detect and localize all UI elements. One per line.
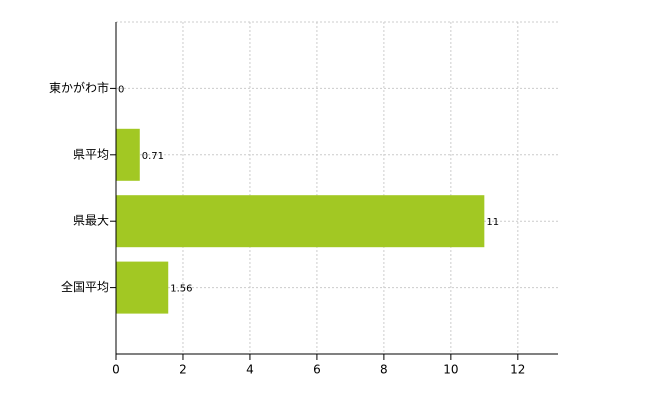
x-tick-label: 4 <box>246 363 254 377</box>
x-tick-label: 12 <box>510 363 525 377</box>
value-label: 1.56 <box>170 284 192 295</box>
value-label: 0.71 <box>142 151 164 162</box>
x-tick-label: 6 <box>313 363 321 377</box>
x-tick-label: 8 <box>380 363 388 377</box>
y-tick-label: 県最大 <box>73 214 109 228</box>
x-tick-label: 0 <box>112 363 120 377</box>
y-tick-label: 東かがわ市 <box>49 80 109 95</box>
x-tick-label: 2 <box>179 363 187 377</box>
value-label: 0 <box>118 84 124 95</box>
bar <box>116 128 140 181</box>
x-tick-label: 10 <box>443 363 458 377</box>
y-tick-label: 全国平均 <box>61 279 109 294</box>
value-label: 11 <box>486 217 499 228</box>
bar <box>116 261 169 314</box>
y-tick-label: 県平均 <box>73 147 109 161</box>
bar <box>116 195 485 248</box>
